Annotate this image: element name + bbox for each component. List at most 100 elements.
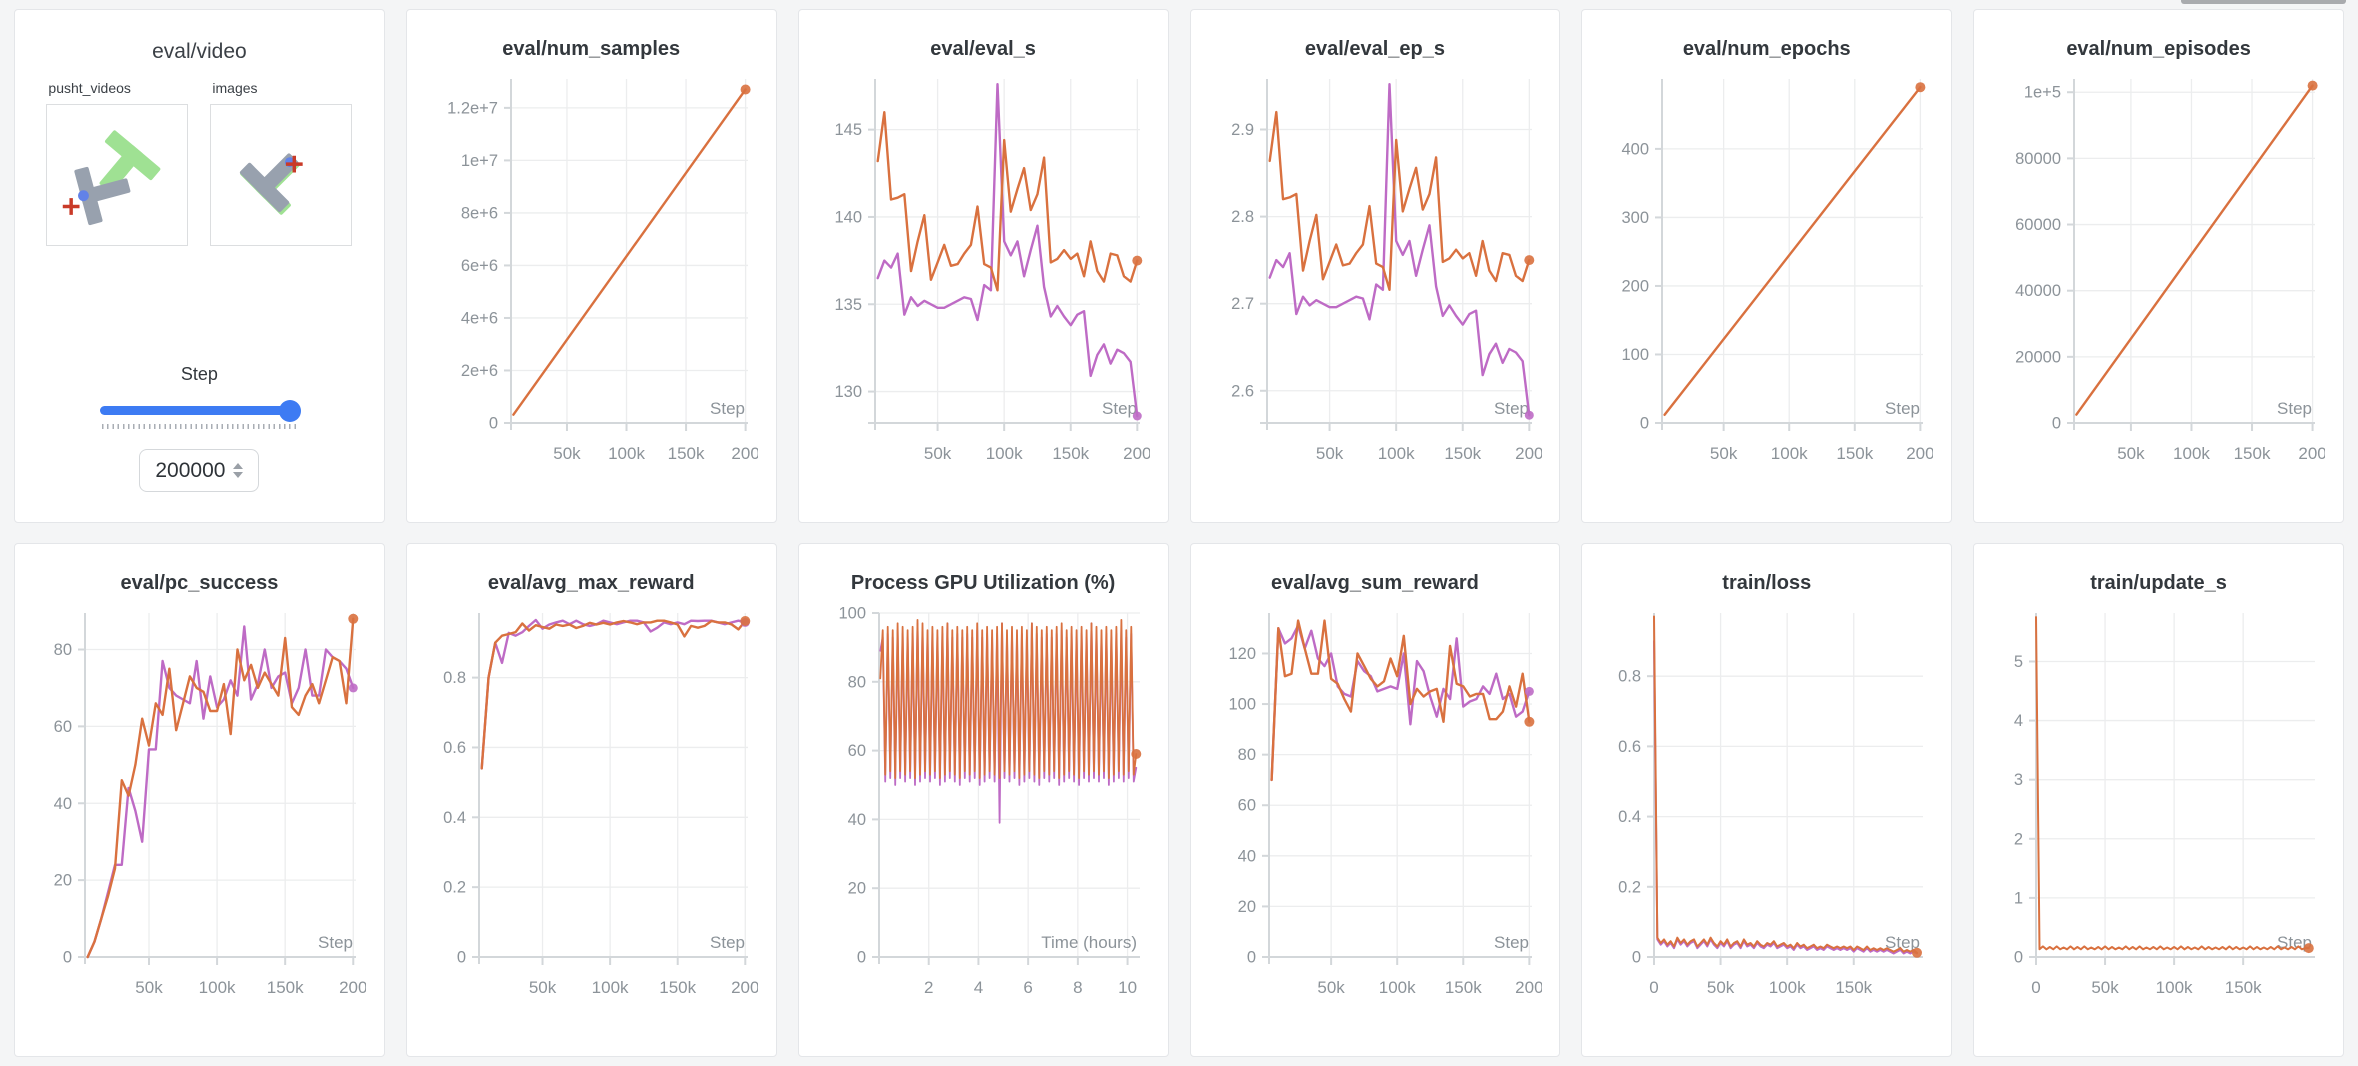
svg-text:120: 120 <box>1228 645 1256 663</box>
chart-title: eval/avg_max_reward <box>487 572 695 594</box>
svg-text:50k: 50k <box>2092 978 2120 997</box>
svg-text:0: 0 <box>2031 978 2040 997</box>
svg-text:8: 8 <box>1073 978 1082 997</box>
step-slider[interactable] <box>100 399 302 429</box>
panel-eval-eval-ep-s: eval/eval_ep_s 2.6 2.7 2.8 2.9 50k 100k 150k 20… <box>1189 9 1561 523</box>
svg-text:200: 200 <box>339 978 366 997</box>
svg-text:50k: 50k <box>553 444 581 463</box>
chart-train-update-s[interactable]: 0 1 2 3 4 5 0 50k 100k 150k Step <box>1990 607 2327 1017</box>
svg-text:8e+6: 8e+6 <box>461 204 498 222</box>
svg-text:0: 0 <box>1246 949 1255 967</box>
svg-text:Time (hours): Time (hours) <box>1041 933 1137 952</box>
svg-text:40000: 40000 <box>2015 282 2061 300</box>
panel-gpu-utilization: Process GPU Utilization (%) 0 20 40 60 80 100… <box>797 543 1169 1057</box>
slider-tick-marks <box>102 424 299 429</box>
svg-text:0: 0 <box>2014 949 2023 967</box>
svg-text:20: 20 <box>54 872 72 890</box>
chart-eval-eval-ep-s[interactable]: 2.6 2.7 2.8 2.9 50k 100k 150k 200 Step <box>1207 73 1544 483</box>
svg-text:Step: Step <box>1494 399 1529 418</box>
svg-text:150k: 150k <box>1836 978 1873 997</box>
svg-text:80: 80 <box>847 673 865 691</box>
svg-text:150k: 150k <box>2234 444 2271 463</box>
svg-text:Step: Step <box>1885 399 1920 418</box>
svg-text:Step: Step <box>2277 399 2312 418</box>
slider-knob[interactable] <box>279 399 302 422</box>
chart-title: train/update_s <box>2090 572 2227 594</box>
svg-text:40: 40 <box>1237 847 1255 865</box>
svg-text:50k: 50k <box>1317 978 1345 997</box>
svg-text:150k: 150k <box>2225 978 2262 997</box>
svg-text:2e+6: 2e+6 <box>461 362 498 380</box>
spinner-up-icon[interactable] <box>233 463 244 469</box>
svg-text:0.8: 0.8 <box>1618 668 1641 686</box>
svg-text:200: 200 <box>731 444 758 463</box>
chart-gpu-utilization[interactable]: 0 20 40 60 80 100 2 4 6 8 10 Time (hours) <box>815 605 1152 1017</box>
number-spinner[interactable] <box>233 463 244 478</box>
spinner-down-icon[interactable] <box>233 472 244 478</box>
svg-text:0.6: 0.6 <box>1618 738 1641 756</box>
gray-t-shape <box>240 153 299 213</box>
svg-text:50k: 50k <box>1710 444 1738 463</box>
panel-eval-video: eval/video pusht_videos <box>14 9 385 523</box>
svg-text:140: 140 <box>834 208 862 226</box>
step-input[interactable]: 200000 <box>139 449 260 492</box>
svg-text:4e+6: 4e+6 <box>461 309 498 327</box>
goal-cross <box>63 198 80 215</box>
svg-text:80000: 80000 <box>2015 150 2061 168</box>
svg-text:200: 200 <box>731 978 758 997</box>
chart-eval-avg-sum-reward[interactable]: 0 20 40 60 80 100 120 50k 100k 150k 200 Step <box>1207 607 1544 1017</box>
svg-text:150k: 150k <box>1052 444 1089 463</box>
svg-text:200: 200 <box>1123 444 1150 463</box>
svg-text:60: 60 <box>847 742 865 760</box>
svg-text:150k: 150k <box>267 978 304 997</box>
chart-eval-pc-success[interactable]: 0 20 40 60 80 50k 100k 150k 200 Step <box>31 607 368 1017</box>
svg-text:0: 0 <box>489 415 498 433</box>
svg-text:1e+5: 1e+5 <box>2024 84 2061 102</box>
panel-eval-num-samples: eval/num_samples 0 2e+6 4e+6 6e+6 8e+6 1e+7 1.… <box>405 9 777 523</box>
chart-eval-num-epochs[interactable]: 0 100 200 300 400 50k 100k 150k 200 Step <box>1598 73 1935 483</box>
svg-text:Step: Step <box>1494 933 1529 952</box>
svg-text:6: 6 <box>1023 978 1032 997</box>
chart-title: eval/num_samples <box>502 38 681 60</box>
svg-text:4: 4 <box>973 978 982 997</box>
chart-eval-num-episodes[interactable]: 0 20000 40000 60000 80000 1e+5 50k 100k 150k 200 S… <box>1990 73 2327 483</box>
images-column: images <box>210 80 353 246</box>
svg-text:1: 1 <box>2014 889 2023 907</box>
svg-text:Step: Step <box>710 933 745 952</box>
svg-text:0: 0 <box>63 949 72 967</box>
agent-dot <box>78 190 90 202</box>
svg-text:Step: Step <box>318 933 353 952</box>
svg-text:Step: Step <box>710 399 745 418</box>
panel-eval-eval-s: eval/eval_s 130 135 140 145 50k 100k 150k 200 St… <box>797 9 1169 523</box>
svg-text:135: 135 <box>834 296 862 314</box>
chart-train-loss[interactable]: 0 0.2 0.4 0.6 0.8 0 50k 100k 150k Step <box>1598 607 1935 1017</box>
svg-text:100k: 100k <box>608 444 645 463</box>
images-thumbnail[interactable] <box>210 104 353 246</box>
svg-text:5: 5 <box>2014 653 2023 671</box>
chart-title: eval/num_episodes <box>2066 38 2251 60</box>
svg-text:100: 100 <box>1228 696 1256 714</box>
step-slider-label: Step <box>180 364 218 384</box>
horizontal-scrollbar-thumb[interactable] <box>2181 0 2346 4</box>
svg-text:2.7: 2.7 <box>1231 295 1254 313</box>
chart-title: train/loss <box>1722 572 1812 594</box>
svg-text:100k: 100k <box>199 978 236 997</box>
svg-text:0.2: 0.2 <box>1618 878 1641 896</box>
chart-eval-num-samples[interactable]: 0 2e+6 4e+6 6e+6 8e+6 1e+7 1.2e+7 50k 100k 150k 20… <box>423 73 760 483</box>
svg-text:0: 0 <box>1632 949 1641 967</box>
svg-text:300: 300 <box>1622 209 1650 227</box>
thumbnail-label: images <box>212 80 258 96</box>
pusht-video-thumbnail[interactable] <box>46 104 189 246</box>
svg-text:50k: 50k <box>529 978 557 997</box>
chart-eval-eval-s[interactable]: 130 135 140 145 50k 100k 150k 200 Step <box>815 73 1152 483</box>
svg-text:2.8: 2.8 <box>1231 208 1254 226</box>
slider-track[interactable] <box>100 406 299 415</box>
chart-eval-avg-max-reward[interactable]: 0 0.2 0.4 0.6 0.8 50k 100k 150k 200 Step <box>423 607 760 1017</box>
svg-text:150k: 150k <box>667 444 704 463</box>
svg-text:150k: 150k <box>1837 444 1874 463</box>
svg-text:20: 20 <box>847 880 865 898</box>
green-t-shape <box>99 130 161 193</box>
svg-text:100k: 100k <box>1769 978 1806 997</box>
svg-text:0.4: 0.4 <box>443 809 466 827</box>
step-input-value[interactable]: 200000 <box>155 458 226 482</box>
